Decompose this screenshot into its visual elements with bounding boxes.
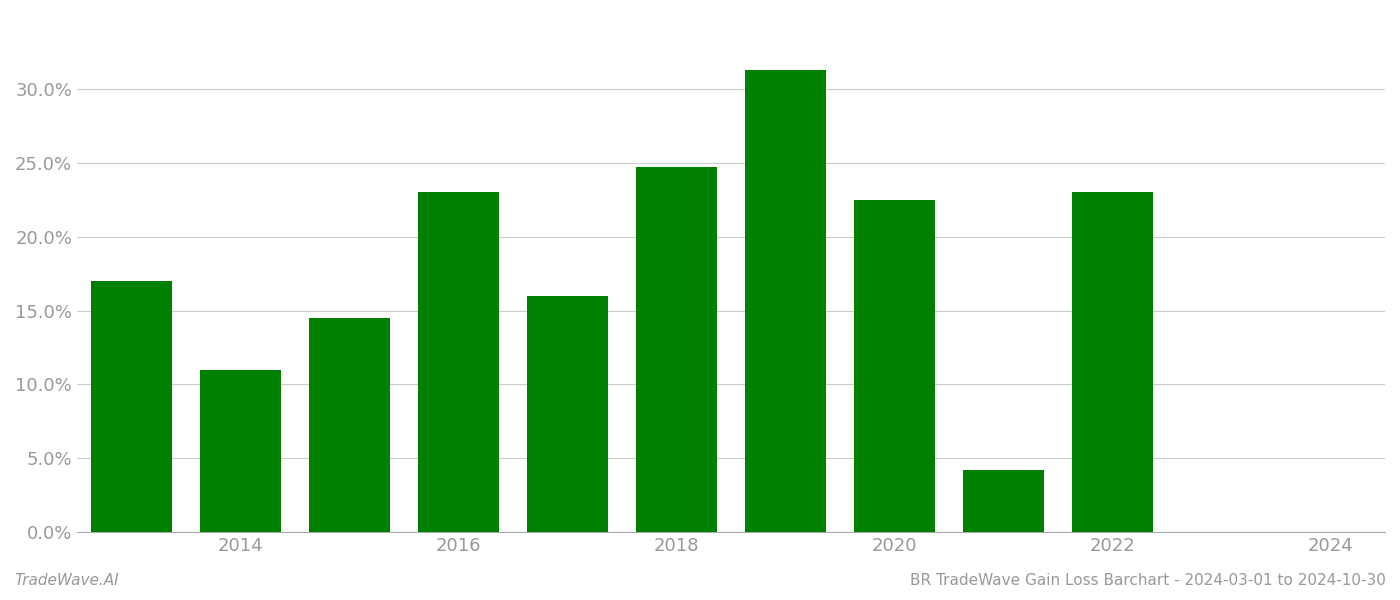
Bar: [200, 370, 281, 532]
Bar: [308, 318, 391, 532]
Bar: [636, 167, 717, 532]
Bar: [854, 200, 935, 532]
Bar: [91, 281, 172, 532]
Text: TradeWave.AI: TradeWave.AI: [14, 573, 119, 588]
Bar: [1071, 193, 1154, 532]
Bar: [745, 70, 826, 532]
Bar: [526, 296, 609, 532]
Bar: [963, 470, 1044, 532]
Text: BR TradeWave Gain Loss Barchart - 2024-03-01 to 2024-10-30: BR TradeWave Gain Loss Barchart - 2024-0…: [910, 573, 1386, 588]
Bar: [417, 193, 500, 532]
